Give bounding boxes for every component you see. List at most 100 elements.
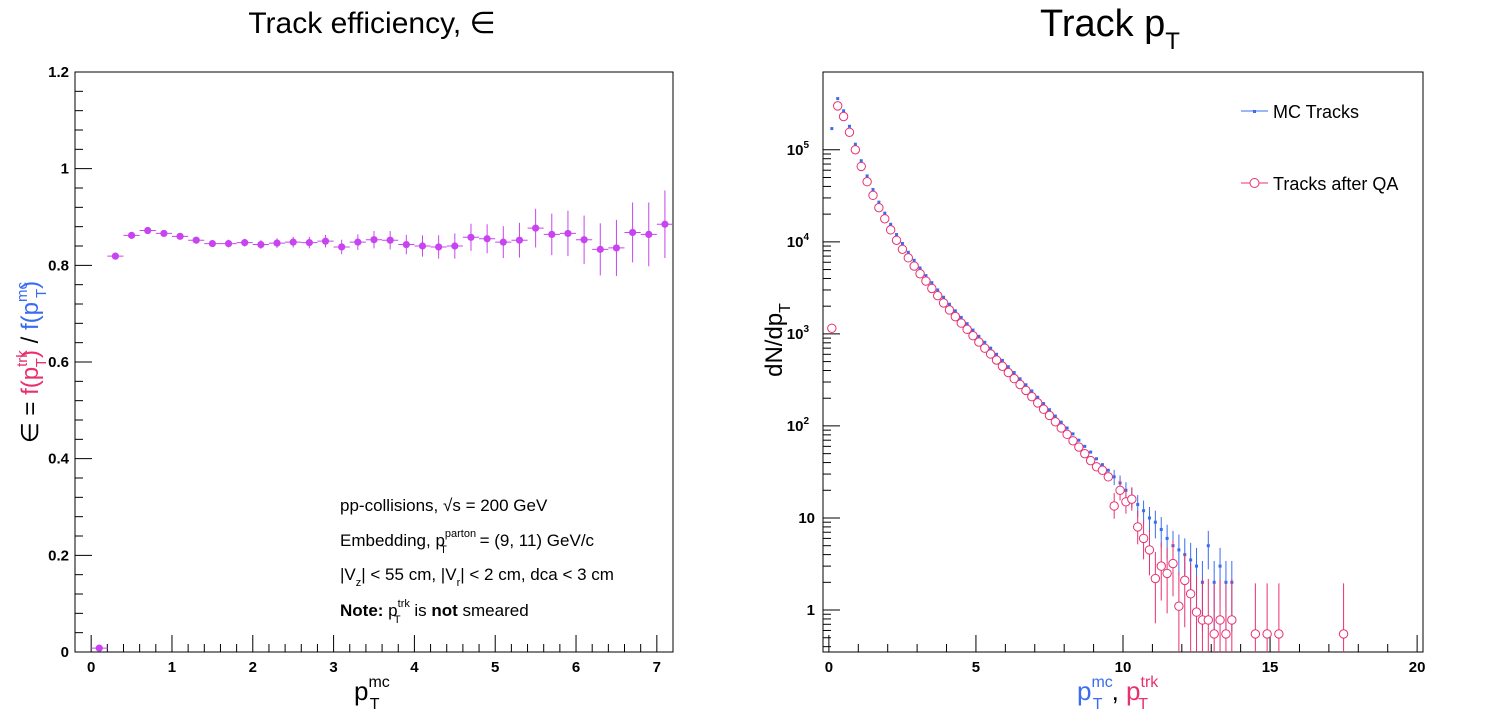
qa-point-marker (1127, 494, 1137, 504)
qa-point (885, 225, 896, 235)
mc-point-marker (865, 174, 869, 178)
mc-point (883, 211, 887, 215)
eff-point (236, 238, 253, 247)
mc-point-marker (853, 142, 857, 146)
eff-point-marker (354, 238, 362, 246)
mc-point (947, 302, 951, 306)
eff-point-marker (532, 224, 540, 232)
eff-y-tick-label: 0.8 (48, 257, 69, 274)
qa-point-marker (991, 355, 1002, 365)
qa-point-marker (927, 283, 937, 294)
mc-point (989, 346, 993, 350)
eff-point (543, 213, 560, 256)
qa-point-marker (1144, 545, 1155, 555)
qa-point (891, 235, 902, 245)
mc-point (1112, 469, 1116, 486)
mc-point-marker (1224, 580, 1228, 584)
qa-point-marker (915, 269, 925, 279)
qa-point (1085, 455, 1096, 466)
annotation-note-pre: p (383, 601, 397, 620)
qa-point-marker (844, 127, 855, 137)
pt-x-tick-label: 10 (1115, 659, 1132, 676)
qa-point-marker (1062, 429, 1072, 440)
qa-point (850, 145, 861, 155)
eff-point (527, 208, 544, 248)
legend-entry-mc: MC Tracks (1241, 102, 1359, 122)
eff-point (576, 215, 593, 264)
eff-point (656, 190, 673, 259)
qa-point-marker (921, 276, 931, 286)
mc-point (1147, 506, 1151, 534)
mc-point (1065, 426, 1069, 430)
mc-point (983, 340, 987, 344)
mc-point (936, 288, 940, 292)
eff-point-marker (192, 236, 200, 244)
annotation-embedding-post: = (9, 11) GeV/c (475, 531, 595, 550)
ylabel-num-close: ) (17, 350, 44, 358)
efficiency-points (91, 190, 673, 652)
mc-point (1000, 358, 1004, 362)
eff-y-tick-label: 0.6 (48, 354, 69, 371)
mc-point-marker (1095, 457, 1099, 461)
eff-point-marker (273, 239, 281, 247)
eff-point (91, 644, 108, 652)
mc-point (971, 328, 975, 332)
eff-x-tick-label: 1 (168, 659, 176, 676)
pt-xlabel-a-sub: T (1093, 696, 1103, 713)
qa-point (1250, 583, 1261, 652)
mc-point (1012, 371, 1016, 375)
qa-point (1185, 563, 1196, 652)
mc-point (1024, 383, 1028, 387)
eff-x-tick-label: 3 (329, 659, 337, 676)
qa-point (1144, 529, 1155, 576)
pt-xlabel-b: p (1126, 676, 1140, 706)
qa-point (1174, 572, 1184, 652)
qa-point-marker (974, 337, 984, 347)
pt-xlabel-b-sub: T (1138, 696, 1148, 713)
eff-y-tick-label: 1 (61, 161, 69, 178)
qa-point-marker (874, 202, 884, 213)
mc-point-marker (1018, 377, 1022, 381)
qa-point-marker (1338, 629, 1349, 639)
pt-y-tick-base: 10 (787, 234, 804, 251)
pt-x-tick-label: 20 (1409, 659, 1426, 676)
qa-point-marker (885, 225, 896, 235)
mc-point (1106, 468, 1110, 472)
mc-point (995, 352, 999, 356)
eff-point (559, 210, 577, 257)
legend-qa-label: Tracks after QA (1273, 174, 1398, 194)
mc-point-marker (1077, 438, 1081, 442)
mc-point-marker (1165, 536, 1169, 540)
mc-point-marker (953, 309, 957, 313)
pt-y-tick-label: 104 (787, 232, 810, 251)
mc-point (865, 174, 869, 178)
qa-point-marker (1162, 568, 1172, 579)
eff-point-marker (257, 240, 265, 249)
qa-point-marker (1056, 423, 1066, 433)
qa-point-marker (1221, 629, 1231, 639)
eff-point (495, 226, 512, 259)
annotation-note: Note: ptrk T is not smeared (340, 598, 529, 626)
mc-point-marker (1036, 395, 1040, 399)
mc-point-marker (1147, 516, 1151, 520)
qa-tracks-series (827, 101, 1349, 652)
qa-point-marker (1203, 615, 1213, 625)
efficiency-title: Track efficiency, ∈ (248, 7, 495, 40)
qa-point-marker (1174, 601, 1184, 611)
qa-point (1056, 423, 1066, 433)
mc-point-marker (847, 124, 851, 128)
mc-point (906, 250, 910, 254)
eff-point-marker (418, 242, 427, 250)
eff-point (268, 238, 286, 248)
qa-point-marker (868, 190, 878, 201)
mc-point-marker (1065, 426, 1069, 430)
pt-y-tick-exp: 2 (803, 416, 809, 427)
annotation-note-post: smeared (458, 601, 529, 620)
pt-x-tick-label: 5 (972, 659, 980, 676)
annotation-note-label: Note: (340, 601, 383, 620)
annotation-embedding: Embedding, pparton T = (9, 11) GeV/c (340, 528, 595, 556)
pt-xlabel-a: p (1077, 676, 1091, 706)
legend-qa-marker (1249, 178, 1260, 188)
eff-point (382, 231, 399, 250)
annotation-embedding-pre: Embedding, p (340, 531, 445, 550)
